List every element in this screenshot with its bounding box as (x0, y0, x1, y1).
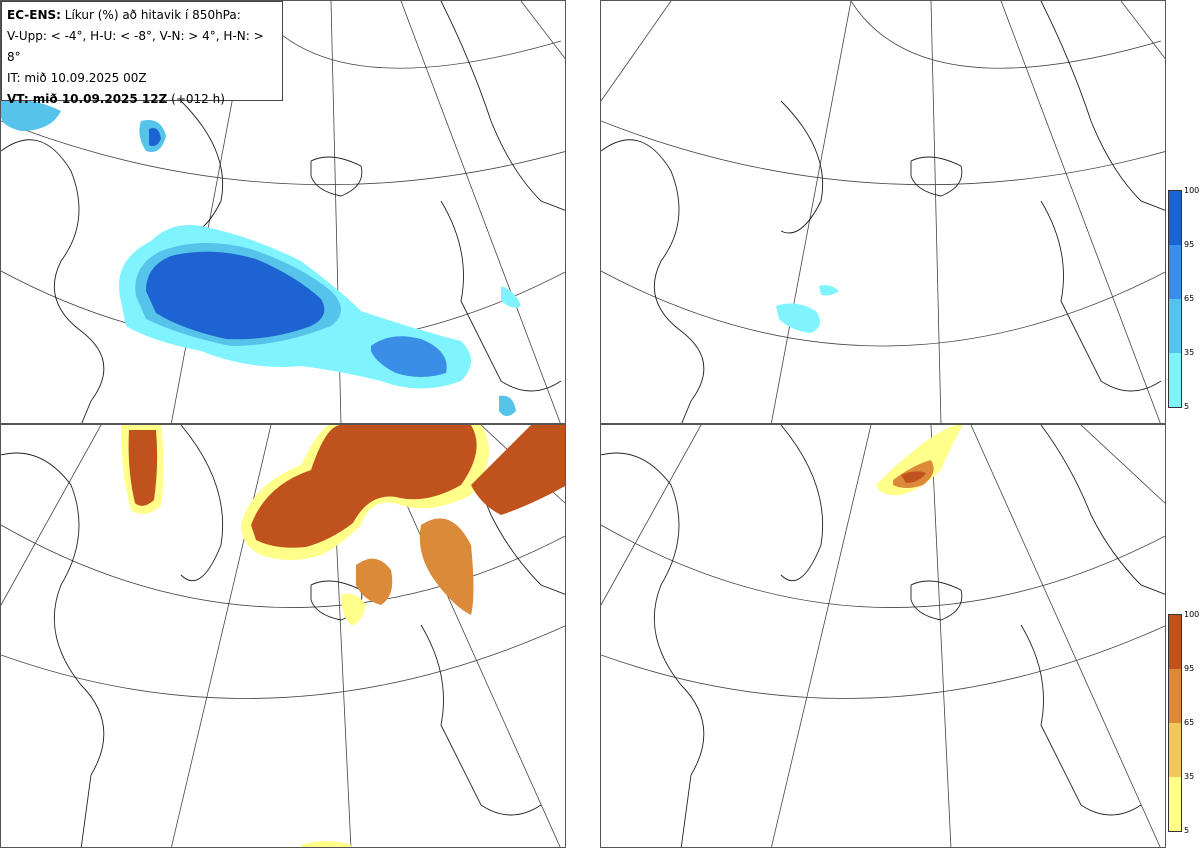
map-panel-h-u (600, 0, 1166, 424)
cold-probability-area (1, 99, 521, 416)
cold-probability-area (776, 285, 839, 333)
tick-label: 100 (1184, 186, 1200, 195)
colorbar-cold-band (1169, 353, 1181, 407)
colorbar-warm (1168, 614, 1182, 832)
map-h-n (601, 425, 1165, 847)
colorbar-warm-band (1169, 777, 1181, 831)
info-lead-time: (+012 h) (171, 92, 225, 106)
map-panel-v-upp: EC-ENS: Líkur (%) að hitavik í 850hPa: V… (0, 0, 566, 424)
tick-label: 35 (1184, 348, 1195, 357)
colorbar-warm-band (1169, 669, 1181, 723)
info-initial-time: IT: mið 10.09.2025 00Z (7, 71, 147, 85)
colorbar-cold-band (1169, 299, 1181, 353)
colorbar-cold-band (1169, 245, 1181, 299)
tick-label: 100 (1184, 610, 1200, 619)
map-v-upp (1, 1, 565, 423)
tick-label: 5 (1184, 402, 1190, 411)
tick-label: 65 (1184, 294, 1195, 303)
colorbar-warm-band (1169, 615, 1181, 669)
warm-probability-area (121, 425, 565, 847)
map-h-u (601, 1, 1165, 423)
map-panel-v-n (0, 424, 566, 848)
info-description: Líkur (%) að hitavik í 850hPa: (64, 8, 241, 22)
tick-label: 35 (1184, 772, 1195, 781)
tick-label: 65 (1184, 718, 1195, 727)
colorbar-cold (1168, 190, 1182, 408)
info-thresholds: V-Upp: < -4°, H-U: < -8°, V-N: > 4°, H-N… (7, 29, 264, 64)
tick-label: 95 (1184, 240, 1195, 249)
tick-label: 95 (1184, 664, 1195, 673)
colorbar-warm-band (1169, 723, 1181, 777)
colorbar-cold-band (1169, 191, 1181, 245)
map-panel-h-n (600, 424, 1166, 848)
info-product: EC-ENS: (7, 8, 61, 22)
forecast-info-box: EC-ENS: Líkur (%) að hitavik í 850hPa: V… (1, 1, 283, 106)
tick-label: 5 (1184, 826, 1190, 835)
map-v-n (1, 425, 565, 847)
warm-probability-area (876, 425, 963, 496)
info-valid-time: VT: mið 10.09.2025 12Z (7, 92, 168, 106)
